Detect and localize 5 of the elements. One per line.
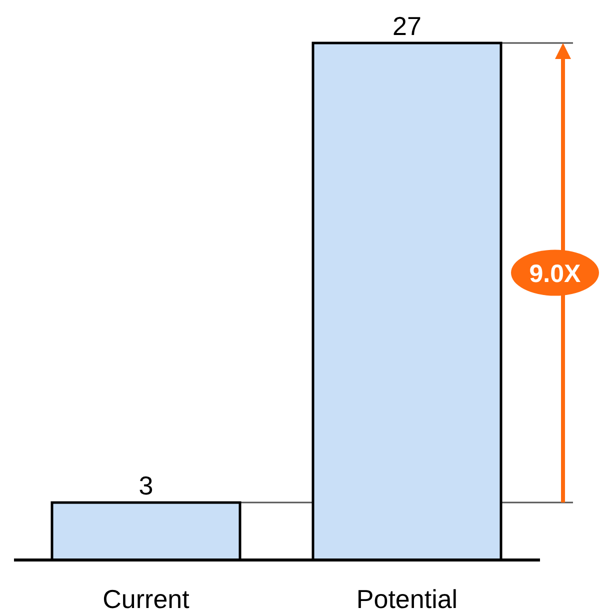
x-tick-label: Current	[102, 584, 190, 614]
annotation: 9.0X	[529, 260, 582, 288]
data-label: 3	[138, 470, 154, 501]
x-tick-label: Potential	[356, 584, 458, 614]
data-label: 27	[392, 11, 422, 41]
